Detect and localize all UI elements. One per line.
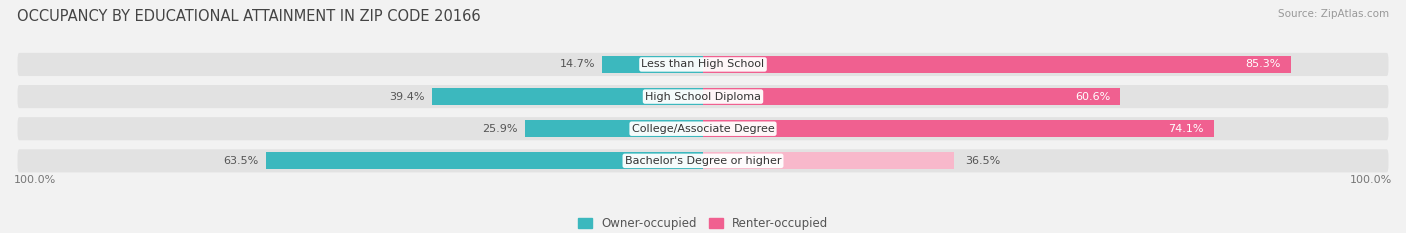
Bar [703,88,1121,105]
Text: Source: ZipAtlas.com: Source: ZipAtlas.com [1278,9,1389,19]
Text: 36.5%: 36.5% [965,156,1000,166]
Text: 100.0%: 100.0% [14,175,56,185]
Text: College/Associate Degree: College/Associate Degree [631,124,775,134]
Bar [432,88,703,105]
Text: 39.4%: 39.4% [389,92,425,102]
FancyBboxPatch shape [17,53,1389,76]
Bar [703,56,1291,73]
Bar [524,120,703,137]
Text: High School Diploma: High School Diploma [645,92,761,102]
Bar [602,56,703,73]
Text: 100.0%: 100.0% [1350,175,1392,185]
Text: 74.1%: 74.1% [1167,124,1204,134]
Text: 63.5%: 63.5% [224,156,259,166]
Text: 25.9%: 25.9% [482,124,517,134]
FancyBboxPatch shape [17,85,1389,108]
Text: 60.6%: 60.6% [1076,92,1111,102]
Text: OCCUPANCY BY EDUCATIONAL ATTAINMENT IN ZIP CODE 20166: OCCUPANCY BY EDUCATIONAL ATTAINMENT IN Z… [17,9,481,24]
FancyBboxPatch shape [17,149,1389,172]
Text: Bachelor's Degree or higher: Bachelor's Degree or higher [624,156,782,166]
Bar [703,120,1213,137]
FancyBboxPatch shape [17,117,1389,140]
Legend: Owner-occupied, Renter-occupied: Owner-occupied, Renter-occupied [572,212,834,233]
Text: Less than High School: Less than High School [641,59,765,69]
Bar [266,152,703,169]
Bar [703,152,955,169]
Text: 14.7%: 14.7% [560,59,595,69]
Text: 85.3%: 85.3% [1244,59,1281,69]
